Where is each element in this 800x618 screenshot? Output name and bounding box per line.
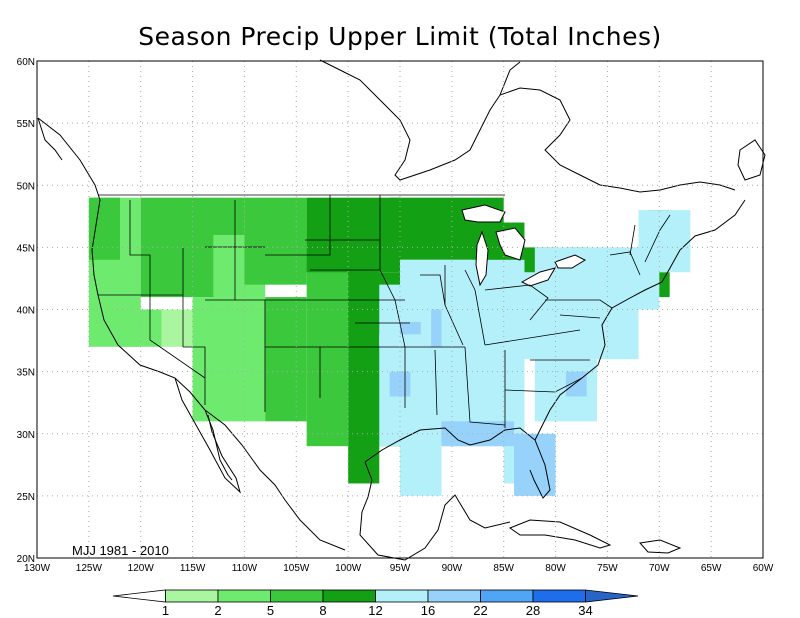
lon-label: 95W [390,563,411,574]
lon-label: 120W [128,563,155,574]
lon-label: 105W [283,563,310,574]
colorbar-segment [480,589,534,603]
lat-label: 25N [17,492,35,503]
colorbar-segment [375,589,429,603]
precip-cell [389,371,411,397]
map-title: Season Precip Upper Limit (Total Inches) [138,22,662,51]
lat-lon-grid [37,61,763,558]
colorbar-segment [322,589,376,603]
colorbar-label: 22 [473,603,487,618]
colorbar-label: 34 [578,603,592,618]
precip-shading [88,197,691,496]
lon-label: 130W [24,563,51,574]
lon-label: 85W [493,563,514,574]
precip-cell [119,309,162,347]
colorbar-segment [165,589,219,603]
lon-label: 75W [597,563,618,574]
lat-label: 50N [17,181,35,192]
colorbar-segment [427,589,481,603]
precip-cell [400,433,442,496]
colorbar-label: 2 [214,603,221,618]
lon-label: 70W [649,563,670,574]
precip-cell [400,321,421,335]
colorbar-segment [217,589,271,603]
state-borders [98,194,671,428]
lat-label: 35N [17,368,35,379]
colorbar-segment [270,589,324,603]
lat-label: 40N [17,306,35,317]
lat-label: 45N [17,243,35,254]
precip-cell [565,371,587,397]
lon-label: 65W [701,563,722,574]
lon-label: 115W [180,563,206,574]
lon-label: 80W [545,563,566,574]
precip-cell [431,309,442,347]
precip-cell [161,309,193,347]
precip-cell [244,197,307,285]
colorbar-right-arrow [585,589,639,603]
precip-cell [306,197,400,273]
latitude-labels: 60N 55N 50N 45N 40N 35N 30N 25N 20N [17,57,35,565]
lat-label: 30N [17,430,35,441]
precip-cell [265,297,307,422]
period-label: MJJ 1981 - 2010 [72,543,169,558]
colorbar-label: 5 [267,603,274,618]
colorbar-label: 8 [319,603,326,618]
lon-label: 110W [232,563,258,574]
longitude-labels: 130W 125W 120W 115W 110W 105W 100W 95W 90W 85W 80W… [24,563,774,574]
lon-label: 90W [442,563,463,574]
precip-cell [88,197,120,260]
colorbar-label: 1 [162,603,169,618]
colorbar-label: 12 [368,603,382,618]
lon-label: 125W [76,563,103,574]
lon-label: 60W [753,563,774,574]
lat-label: 60N [17,57,35,68]
lat-label: 55N [17,119,35,130]
colorbar: 1 2 5 8 12 16 22 28 34 [112,589,639,618]
lat-label: 20N [17,554,35,565]
colorbar-left-arrow [112,589,166,603]
coastlines [37,59,766,561]
lon-label: 100W [335,563,362,574]
precip-cell [192,297,266,422]
map-frame [36,60,764,559]
precip-cell [638,210,691,273]
colorbar-segment [532,589,586,603]
colorbar-label: 28 [526,603,540,618]
colorbar-label: 16 [421,603,435,618]
